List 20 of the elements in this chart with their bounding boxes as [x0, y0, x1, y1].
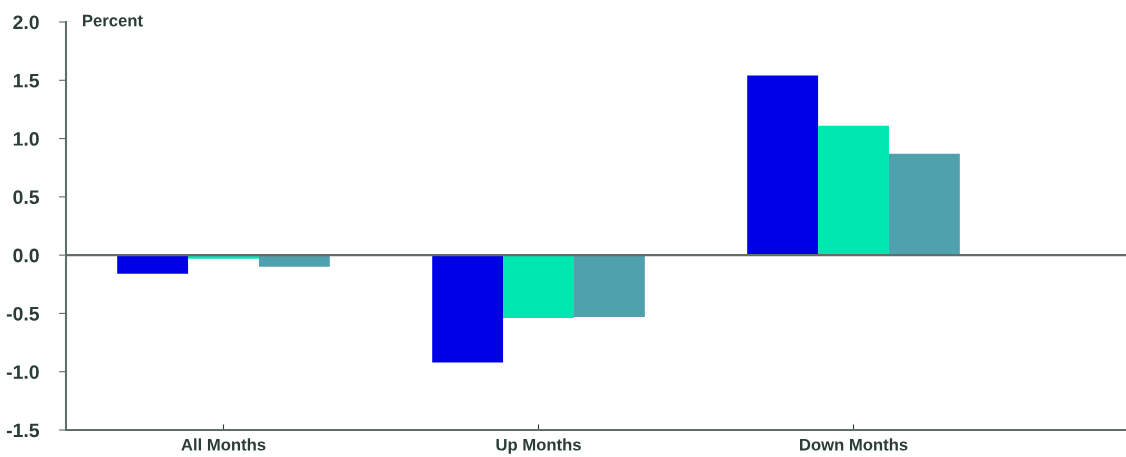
- y-tick-label: -1.5: [6, 423, 40, 438]
- bar: [258, 255, 330, 267]
- bar: [117, 255, 189, 274]
- bar: [573, 255, 645, 317]
- bar: [888, 153, 960, 256]
- bar: [432, 255, 504, 363]
- y-tick-label: 1.5: [13, 73, 40, 88]
- bar: [503, 255, 574, 319]
- y-tick-label: -0.5: [6, 306, 40, 321]
- bar: [747, 75, 819, 256]
- x-tick-label: Up Months: [496, 438, 581, 454]
- y-tick-label: 2.0: [13, 15, 39, 30]
- x-tick-label: Down Months: [800, 438, 908, 451]
- x-tick-label: All Months: [181, 438, 266, 451]
- y-tick-label: 0.0: [13, 248, 39, 263]
- y-tick-label: 0.5: [13, 190, 40, 205]
- y-tick-label: -1.0: [6, 365, 39, 379]
- y-axis-title: Percent: [83, 14, 143, 27]
- y-tick-label: 1.0: [13, 132, 39, 146]
- bar: [818, 125, 889, 256]
